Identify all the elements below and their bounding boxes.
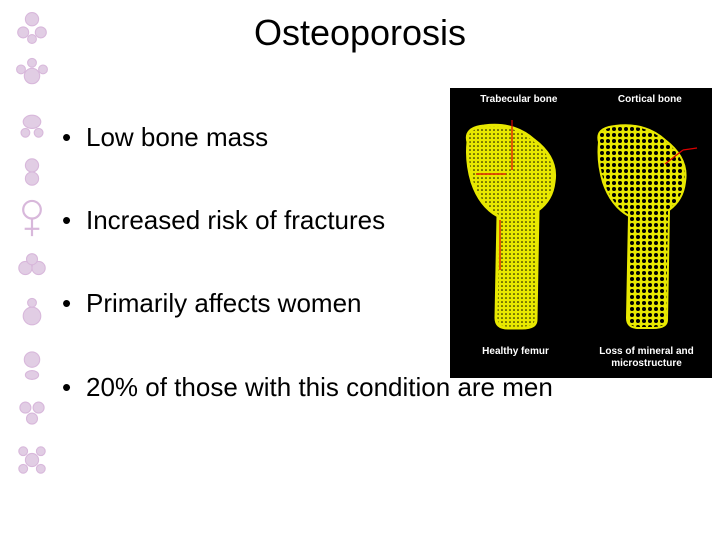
decorative-sidebar (0, 0, 60, 540)
label-loss: Loss of mineral and microstructure (584, 346, 710, 370)
bone-comparison-figure: Trabecular bone Cortical bone (450, 88, 712, 378)
osteoporotic-femur-icon (587, 120, 707, 330)
bullet-item: Increased risk of fractures (62, 205, 462, 236)
floral-icon (10, 342, 54, 386)
floral-icon (10, 438, 54, 482)
label-healthy: Healthy femur (453, 346, 579, 370)
floral-icon (10, 102, 54, 146)
label-trabecular: Trabecular bone (480, 94, 557, 105)
floral-icon (10, 54, 54, 98)
bullet-list: Low bone mass Increased risk of fracture… (62, 122, 462, 403)
bullet-item: Primarily affects women (62, 288, 462, 319)
floral-icon (10, 294, 54, 338)
label-cortical: Cortical bone (618, 94, 682, 105)
healthy-femur-icon (456, 120, 576, 330)
venus-icon (10, 198, 54, 242)
floral-icon (10, 150, 54, 194)
floral-icon (10, 246, 54, 290)
figure-bottom-labels: Healthy femur Loss of mineral and micros… (450, 346, 712, 370)
floral-icon (10, 390, 54, 434)
bullet-item: Low bone mass (62, 122, 462, 153)
slide-title: Osteoporosis (0, 12, 720, 54)
figure-top-labels: Trabecular bone Cortical bone (450, 94, 712, 105)
